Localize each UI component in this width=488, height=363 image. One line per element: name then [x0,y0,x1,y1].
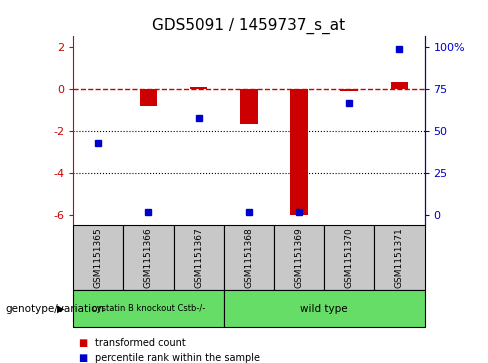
Bar [190,87,207,89]
Bar [73,290,224,327]
Text: ■: ■ [78,352,87,363]
Text: GSM1151371: GSM1151371 [395,227,404,288]
Text: ▶: ▶ [57,303,65,314]
Text: GSM1151370: GSM1151370 [345,227,354,288]
Bar [224,290,425,327]
Text: ■: ■ [78,338,87,348]
Bar [341,89,358,91]
Bar [240,89,258,125]
Text: genotype/variation: genotype/variation [5,303,104,314]
Bar [140,89,157,106]
Bar [274,225,324,290]
Bar [73,225,123,290]
Text: cystatin B knockout Cstb-/-: cystatin B knockout Cstb-/- [92,304,205,313]
Bar [224,225,274,290]
Text: GSM1151366: GSM1151366 [144,227,153,288]
Text: percentile rank within the sample: percentile rank within the sample [95,352,260,363]
Text: GSM1151368: GSM1151368 [244,227,253,288]
Text: GSM1151367: GSM1151367 [194,227,203,288]
Bar [174,225,224,290]
Title: GDS5091 / 1459737_s_at: GDS5091 / 1459737_s_at [152,17,346,33]
Text: wild type: wild type [300,303,348,314]
Bar [123,225,174,290]
Text: GSM1151369: GSM1151369 [295,227,304,288]
Bar [391,82,408,89]
Text: GSM1151365: GSM1151365 [94,227,103,288]
Bar [324,225,374,290]
Text: transformed count: transformed count [95,338,186,348]
Bar [290,89,308,215]
Bar [374,225,425,290]
